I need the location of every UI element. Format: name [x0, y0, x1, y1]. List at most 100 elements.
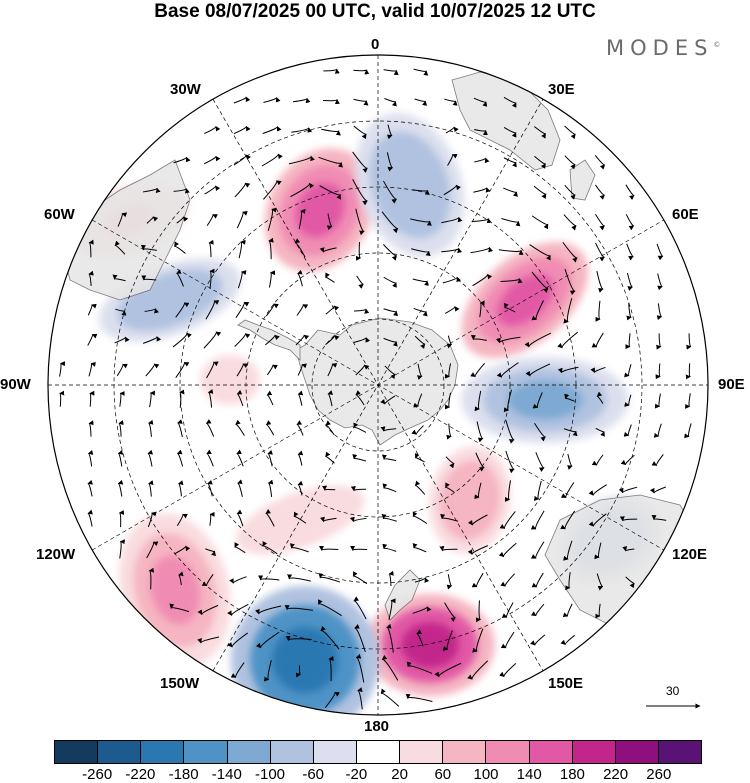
wind-vector [500, 278, 523, 284]
wind-vector [534, 126, 547, 139]
wind-vector [87, 333, 98, 346]
wind-vector [233, 125, 251, 135]
wind-vector [296, 420, 304, 436]
wind-vector [237, 479, 243, 497]
wind-vector [266, 364, 278, 376]
wind-vector [591, 454, 604, 466]
wind-vector [470, 335, 487, 341]
wind-vector [318, 545, 339, 551]
wind-vector [531, 572, 544, 588]
wind-vector [590, 366, 606, 374]
wind-vector [467, 660, 489, 680]
wind-vector [564, 268, 576, 296]
wind-vector [474, 482, 482, 500]
wind-vector [623, 424, 632, 437]
wind-vector [285, 635, 312, 642]
southamerica-landmass [59, 159, 191, 301]
wind-vector [563, 428, 578, 437]
wind-vector [233, 96, 251, 104]
colorbar-tick-label: -20 [345, 766, 368, 783]
wind-vector [501, 602, 514, 618]
wind-vector [567, 453, 573, 470]
colorbar-swatch [270, 741, 314, 763]
wind-vector [262, 126, 282, 134]
colorbar-swatch [615, 741, 659, 763]
wind-vector [557, 366, 579, 374]
colorbar-swatch [227, 741, 271, 763]
wind-vector [146, 216, 159, 224]
brand-mark: © [713, 41, 721, 49]
wind-vector [564, 155, 576, 170]
wind-vector [322, 98, 340, 105]
wind-vector [112, 274, 126, 282]
wind-vector [263, 660, 272, 682]
wind-vector [531, 300, 544, 321]
wind-vector [531, 215, 549, 230]
wind-vector [317, 599, 342, 617]
wind-vector [297, 390, 304, 406]
colorbar-swatch [486, 741, 530, 763]
wind-vector [414, 335, 426, 349]
wind-vector [262, 541, 278, 555]
wind-vector [320, 625, 340, 650]
anomaly-blue-southpacific-center [272, 627, 338, 693]
wind-vector [87, 479, 93, 497]
graticule [48, 55, 708, 715]
wind-vector [594, 542, 602, 560]
wind-vector [267, 479, 274, 498]
wind-vector [413, 307, 428, 317]
colorbar-tick-label: 140 [516, 766, 542, 783]
wind-vector [499, 662, 517, 678]
wind-vector [444, 363, 452, 379]
wind-vector [328, 656, 334, 682]
wind-vector [596, 270, 604, 293]
newzealand-landmass [384, 569, 421, 621]
map-title: Base 08/07/2025 00 UTC, valid 10/07/2025… [154, 1, 596, 22]
wind-vector [386, 152, 394, 172]
wind-vector [591, 332, 604, 348]
wind-vector [562, 241, 578, 263]
colorbar-swatch [658, 741, 702, 763]
wind-vector [413, 68, 429, 76]
wind-vector [655, 363, 661, 380]
wind-vector [472, 628, 484, 653]
wind-vector [410, 218, 432, 226]
wind-vector [388, 570, 394, 586]
wind-vector [411, 248, 431, 257]
colorbar-swatch [443, 741, 487, 763]
wind-vector [266, 390, 274, 406]
wind-vector [227, 632, 248, 648]
wind-vector [434, 662, 462, 678]
wind-vector [414, 98, 428, 106]
wind-vector [298, 208, 306, 230]
wind-vector [473, 97, 488, 107]
colorbar-tick-label: -180 [168, 766, 199, 783]
wind-vector [499, 511, 516, 529]
wind-vector [388, 598, 396, 620]
wind-vector [503, 187, 518, 197]
wind-vector [685, 363, 691, 380]
wind-vector [325, 420, 335, 436]
wind-vector [227, 604, 249, 616]
wind-vector [445, 482, 455, 493]
wind-vector [381, 211, 399, 234]
wind-vector [446, 423, 452, 440]
wind-vector [88, 270, 94, 286]
wind-vector [327, 390, 334, 407]
wind-vector [524, 332, 552, 348]
colorbar-swatch [313, 741, 357, 763]
wind-vector [144, 308, 159, 314]
wind-vector [268, 237, 274, 260]
wind-vector [292, 97, 311, 104]
brand-logo: MODES© [606, 36, 720, 60]
wind-vector [357, 687, 363, 710]
wind-vector [324, 691, 340, 709]
wind-vector [234, 182, 251, 198]
wind-vector [656, 333, 662, 350]
lon-label-120e: 120E [672, 546, 708, 563]
wind-vector [474, 390, 482, 412]
colorbar-tick-label: 20 [391, 766, 408, 783]
wind-vector [207, 389, 214, 408]
wind-vector [118, 510, 125, 528]
wind-vector [141, 275, 157, 281]
